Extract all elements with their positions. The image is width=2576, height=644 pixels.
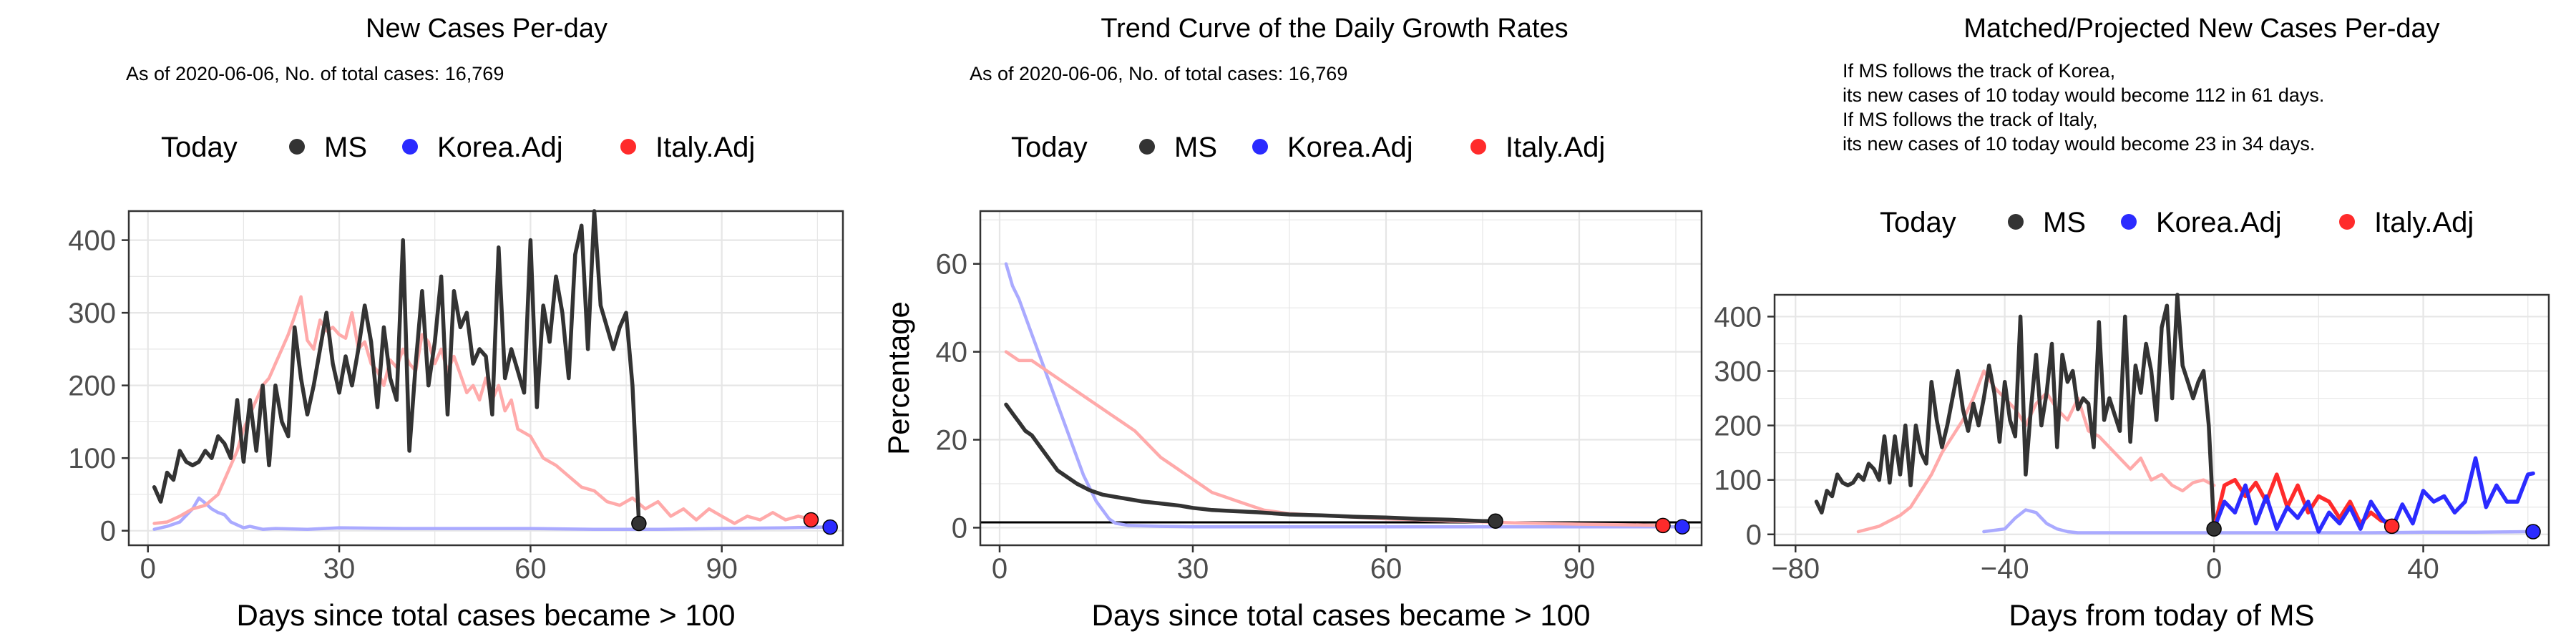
chart-title: New Cases Per-day [366,14,608,44]
legend-key-italy-adj [1470,139,1486,155]
x-axis-label: Days since total cases became > 100 [1092,598,1591,632]
legend-key-italy-adj [2339,214,2355,230]
x-tick-label: 40 [2407,553,2439,585]
legend: Today MS Korea.Adj Italy.Adj [161,132,755,163]
today-point-italy-adj [1655,517,1671,534]
annotation-line: its new cases of 10 today would become 2… [1843,133,2315,155]
legend-label-today: Today [1011,132,1088,163]
annotation-line: its new cases of 10 today would become 1… [1843,84,2324,106]
legend-label-ms: MS [324,132,367,163]
today-point-ms [2206,521,2222,537]
chart-subtitle: As of 2020-06-06, No. of total cases: 16… [970,63,1347,84]
y-tick-label: 40 [936,337,968,369]
legend-label-ms: MS [2043,207,2086,238]
legend-key-ms [289,139,305,155]
plot-border [979,210,1703,547]
today-point-ms [1488,513,1503,529]
x-axis-label: Days from today of MS [2009,598,2314,632]
annotation-line: If MS follows the track of Italy, [1843,109,2098,130]
chart-panel-2: Trend Curve of the Daily Growth Rates As … [882,14,1703,632]
today-point-korea-adj [2525,524,2541,540]
y-tick-label: 0 [952,512,967,544]
y-tick-label: 300 [1714,356,1762,388]
series-line-ms [1814,293,2216,531]
plot-border [127,210,844,547]
series-line-italy-adj [1004,350,1665,527]
today-point-ms [631,515,647,532]
legend-label-ms: MS [1174,132,1217,163]
y-tick-label: 400 [68,225,116,257]
legend-label-korea-adj: Korea.Adj [1287,132,1413,163]
legend-key-korea-adj [1252,139,1268,155]
legend-key-korea-adj [402,139,418,155]
x-tick-label: −40 [1981,553,2029,585]
plot-border [1773,293,2550,547]
x-tick-label: 30 [323,553,356,585]
legend-label-italy-adj: Italy.Adj [1506,132,1605,163]
y-tick-label: 0 [1746,519,1762,551]
chart-panel-3: Matched/Projected New Cases Per-day If MS… [1714,14,2550,632]
annotation-line: If MS follows the track of Korea, [1843,60,2115,82]
series-line-korea-adj-matched [1982,508,2530,535]
series-line-korea-adj [1004,262,1684,529]
y-tick-label: 0 [100,516,116,547]
legend-label-today: Today [161,132,238,163]
chart-panel-1: New Cases Per-day As of 2020-06-06, No. o… [68,14,844,632]
y-tick-label: 400 [1714,301,1762,333]
today-point-italy-adj [803,512,819,528]
y-tick-label: 300 [68,298,116,329]
legend-key-italy-adj [620,139,636,155]
legend: Today MS Korea.Adj Italy.Adj [1880,207,2474,238]
y-tick-label: 20 [936,425,968,457]
y-axis-label: Percentage [882,301,915,455]
legend-label-italy-adj: Italy.Adj [655,132,755,163]
chart-title: Trend Curve of the Daily Growth Rates [1101,14,1568,44]
legend-label-korea-adj: Korea.Adj [2156,207,2282,238]
today-point-italy-adj [2384,518,2400,535]
y-tick-label: 100 [68,443,116,474]
grid [980,211,1702,545]
x-tick-label: 30 [1177,553,1209,585]
legend-key-ms [2008,214,2024,230]
x-tick-label: −80 [1771,553,1820,585]
x-axis-label: Days since total cases became > 100 [237,598,736,632]
chart-subtitle: As of 2020-06-06, No. of total cases: 16… [126,63,504,84]
series-line-ms [152,209,641,526]
y-tick-label: 60 [936,249,968,280]
chart-title: Matched/Projected New Cases Per-day [1963,14,2439,44]
x-tick-label: 60 [514,553,547,585]
series-line-italy-adj [152,295,806,525]
today-point-korea-adj [822,519,838,535]
x-tick-label: 90 [1563,553,1596,585]
legend-label-today: Today [1880,207,1956,238]
legend: Today MS Korea.Adj Italy.Adj [1011,132,1605,163]
x-tick-label: 0 [992,553,1008,585]
x-tick-label: 0 [140,553,156,585]
series-line-korea-adj [152,496,826,531]
legend-label-italy-adj: Italy.Adj [2374,207,2474,238]
x-tick-label: 60 [1370,553,1402,585]
y-tick-label: 200 [1714,411,1762,442]
series-line-korea-adj [2212,456,2535,534]
y-tick-label: 100 [1714,465,1762,497]
x-tick-label: 90 [706,553,738,585]
x-tick-label: 0 [2206,553,2222,585]
y-tick-label: 200 [68,371,116,402]
series-line-ms [1004,402,1498,523]
legend-key-korea-adj [2121,214,2137,230]
legend-key-ms [1139,139,1155,155]
today-point-korea-adj [1674,519,1690,535]
legend-label-korea-adj: Korea.Adj [437,132,563,163]
